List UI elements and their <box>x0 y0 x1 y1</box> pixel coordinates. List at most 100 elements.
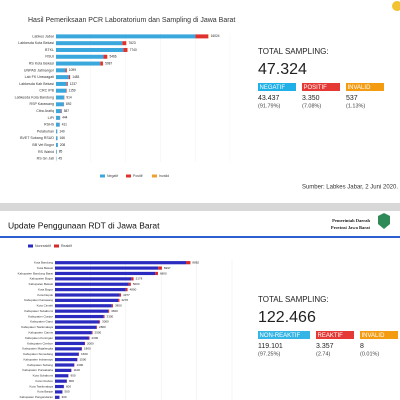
badge-label: INVALID <box>362 333 386 339</box>
bar <box>56 88 67 93</box>
data-label: 411 <box>62 123 67 127</box>
y-tick-label: Kabupaten Bandung Barat <box>18 271 54 275</box>
bar <box>91 331 93 335</box>
data-label: 5178 <box>136 277 143 281</box>
source: Sumber: Labkes Jabar, 2 Juni 2020. <box>302 185 398 191</box>
y-tick-label: RS Kota Bekasi <box>29 62 54 66</box>
bar <box>56 47 124 52</box>
bar <box>56 122 60 127</box>
bar <box>55 277 132 281</box>
bar <box>56 149 57 154</box>
bar <box>155 271 158 276</box>
y-tick-label: RSP Karawang <box>29 102 54 106</box>
legend-label: Invalid <box>159 174 169 178</box>
legend-label: Nonreaktif <box>35 244 51 248</box>
bar <box>56 102 64 107</box>
y-tick-label: Kota Depok <box>37 293 53 297</box>
bar <box>55 331 92 335</box>
data-label: 45 <box>58 156 62 160</box>
data-label: 1483 <box>72 75 79 79</box>
panel-top <box>0 0 400 203</box>
badge-percent: (7.08%) <box>302 103 321 109</box>
badge-value: 3.350 <box>302 95 320 102</box>
data-label: 2000 <box>87 341 94 345</box>
badge <box>360 331 398 339</box>
data-label: 4276 <box>121 298 128 302</box>
bar <box>158 266 162 270</box>
data-label: 892 <box>66 102 72 106</box>
data-label: 914 <box>66 95 72 99</box>
stat-label: TOTAL SAMPLING: <box>258 47 329 56</box>
y-tick-label: Kota Cimahi <box>37 304 54 308</box>
bar <box>111 304 113 308</box>
bar <box>56 129 58 134</box>
bar <box>55 309 109 313</box>
data-label: 1100 <box>74 368 81 372</box>
data-label: 8882 <box>192 260 199 264</box>
badge <box>302 83 340 91</box>
bar <box>119 293 122 297</box>
badge-value: 8 <box>360 343 364 350</box>
bar <box>122 41 127 46</box>
data-label: 1159 <box>69 89 76 93</box>
stat-total: 122.466 <box>258 309 316 326</box>
bar <box>56 41 123 46</box>
bar <box>108 309 110 313</box>
badge <box>346 83 384 91</box>
y-tick-label: BB Vet Bogor <box>32 143 54 147</box>
bar <box>55 363 75 367</box>
y-tick-label: Kabupaten Indramayu <box>23 357 53 361</box>
data-label: 16024 <box>211 34 220 38</box>
bar <box>125 288 128 292</box>
data-label: 500 <box>65 390 70 394</box>
data-label: 1500 <box>79 357 86 361</box>
bar <box>55 298 119 302</box>
bar <box>65 68 67 73</box>
chart-title: Hasil Pemeriksaan PCR Laboratorium dan S… <box>28 17 235 24</box>
badge-percent: (91.79%) <box>258 103 280 109</box>
bar <box>208 34 209 39</box>
data-label: 1300 <box>76 363 83 367</box>
logo <box>378 213 390 229</box>
y-tick-label: BVET Subang RSUD <box>20 136 54 140</box>
bar <box>55 352 79 356</box>
data-label: 1800 <box>84 347 91 351</box>
data-label: 166 <box>60 136 66 140</box>
legend-label: Reaktif <box>61 244 72 248</box>
legend-swatch <box>152 174 157 178</box>
data-label: 800 <box>69 379 74 383</box>
bar <box>100 61 103 66</box>
stat-label: TOTAL SAMPLING: <box>258 295 329 304</box>
bar <box>55 336 89 340</box>
y-tick-label: RS Wahid <box>38 150 54 154</box>
bar <box>55 314 104 319</box>
data-label: 7623 <box>129 41 136 45</box>
data-label: 6997 <box>164 266 171 270</box>
y-tick-label: Kabupaten Purwakarta <box>22 368 53 372</box>
bar <box>55 288 126 292</box>
badge-label: INVALID <box>348 85 372 91</box>
y-tick-label: Citra Arafiq <box>36 109 54 113</box>
badge-value: 3.357 <box>316 343 334 350</box>
y-tick-label: Kabupaten Subang <box>27 363 53 367</box>
bar <box>66 81 68 86</box>
bar <box>128 282 131 286</box>
data-label: 3850 <box>115 304 122 308</box>
y-tick-label: Kabupaten Karawang <box>24 298 53 302</box>
chart-title: Update Penggunaan RDT di Jawa Barat <box>8 220 160 230</box>
legend-swatch <box>126 174 131 178</box>
bar <box>68 75 71 80</box>
data-label: 2500 <box>95 330 102 334</box>
bar <box>55 325 97 329</box>
bar <box>131 277 134 281</box>
data-label: 140 <box>59 129 65 133</box>
y-tick-label: Kota Cirebon <box>35 379 53 383</box>
data-label: 5087 <box>105 61 112 65</box>
badge-label: NON-REAKTIF <box>260 333 301 339</box>
y-tick-label: Labkesda Kota Bandung <box>15 95 54 99</box>
bar <box>56 143 58 148</box>
badge-label: NEGATIF <box>260 85 286 91</box>
logo <box>392 1 400 11</box>
bar <box>186 261 191 265</box>
